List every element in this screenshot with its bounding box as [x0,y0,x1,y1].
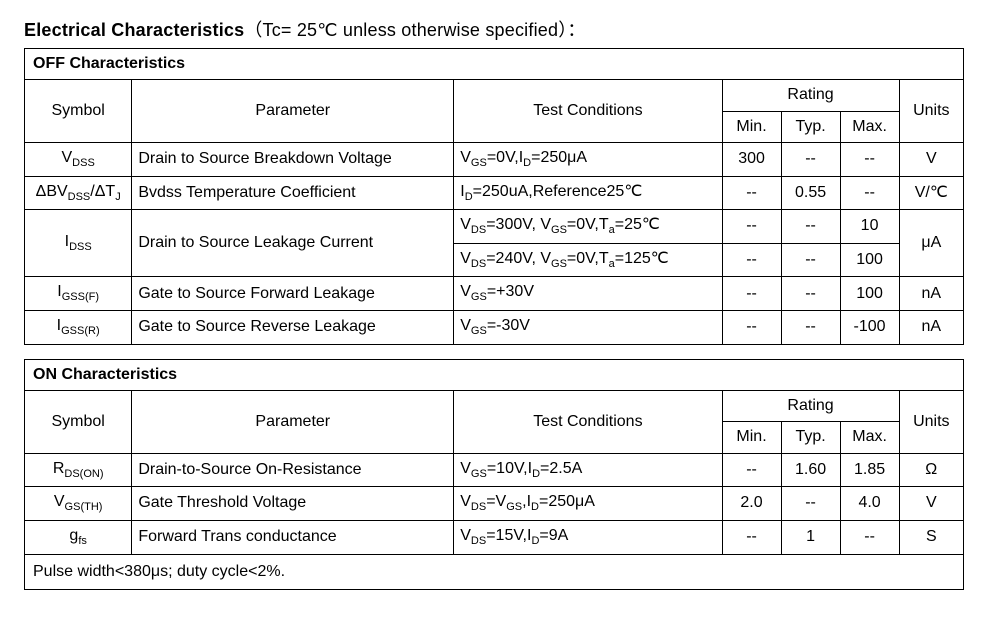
unit-igssr: nA [899,311,963,345]
max-igssr: -100 [840,311,899,345]
table-row: VGS(TH) Gate Threshold Voltage VDS=VGS,I… [25,487,964,521]
off-characteristics-table: OFF Characteristics Symbol Parameter Tes… [24,48,964,345]
typ-idss-2: -- [781,243,840,277]
sym-igssr: IGSS(R) [25,311,132,345]
typ-igssf: -- [781,277,840,311]
footnote-text: Pulse width<380μs; duty cycle<2%. [25,554,964,589]
unit-vgsth: V [899,487,963,521]
hdr-max: Max. [840,111,899,142]
hdr-test-conditions: Test Conditions [454,391,722,454]
max-dbv: -- [840,176,899,210]
table-row: IDSS Drain to Source Leakage Current VDS… [25,210,964,244]
min-gfs: -- [722,520,781,554]
max-gfs: -- [840,520,899,554]
table-row: ΔBVDSS/ΔTJ Bvdss Temperature Coefficient… [25,176,964,210]
param-vdss: Drain to Source Breakdown Voltage [132,143,454,177]
sym-idss: IDSS [25,210,132,277]
unit-dbv: V/℃ [899,176,963,210]
hdr-units: Units [899,391,963,454]
param-igssr: Gate to Source Reverse Leakage [132,311,454,345]
min-idss-2: -- [722,243,781,277]
table-row: RDS(ON) Drain-to-Source On-Resistance VG… [25,453,964,487]
unit-rds: Ω [899,453,963,487]
max-vdss: -- [840,143,899,177]
sym-dbv: ΔBVDSS/ΔTJ [25,176,132,210]
on-characteristics-table: ON Characteristics Symbol Parameter Test… [24,359,964,590]
typ-gfs: 1 [781,520,840,554]
footnote-row: Pulse width<380μs; duty cycle<2%. [25,554,964,589]
min-idss-1: -- [722,210,781,244]
hdr-parameter: Parameter [132,391,454,454]
typ-dbv: 0.55 [781,176,840,210]
min-dbv: -- [722,176,781,210]
sym-rds: RDS(ON) [25,453,132,487]
param-gfs: Forward Trans conductance [132,520,454,554]
page-title: Electrical Characteristics（Tc= 25℃ unles… [24,16,960,42]
cond-idss-2: VDS=240V, VGS=0V,Ta=125℃ [454,243,722,277]
title-colon: ： [567,20,585,40]
param-vgsth: Gate Threshold Voltage [132,487,454,521]
on-section-header: ON Characteristics [25,359,964,390]
unit-idss: μA [899,210,963,277]
sym-igssf: IGSS(F) [25,277,132,311]
typ-vgsth: -- [781,487,840,521]
cond-dbv: ID=250uA,Reference25℃ [454,176,722,210]
min-igssf: -- [722,277,781,311]
title-cond: （Tc= 25℃ unless otherwise specified） [244,20,567,40]
table-row: gfs Forward Trans conductance VDS=15V,ID… [25,520,964,554]
hdr-test-conditions: Test Conditions [454,80,722,143]
unit-igssf: nA [899,277,963,311]
off-section-header: OFF Characteristics [25,49,964,80]
hdr-min: Min. [722,111,781,142]
cond-igssr: VGS=-30V [454,311,722,345]
hdr-symbol: Symbol [25,80,132,143]
hdr-typ: Typ. [781,422,840,453]
typ-igssr: -- [781,311,840,345]
unit-gfs: S [899,520,963,554]
hdr-max: Max. [840,422,899,453]
param-dbv: Bvdss Temperature Coefficient [132,176,454,210]
max-vgsth: 4.0 [840,487,899,521]
max-idss-2: 100 [840,243,899,277]
unit-vdss: V [899,143,963,177]
min-rds: -- [722,453,781,487]
max-idss-1: 10 [840,210,899,244]
param-rds: Drain-to-Source On-Resistance [132,453,454,487]
hdr-units: Units [899,80,963,143]
typ-idss-1: -- [781,210,840,244]
typ-rds: 1.60 [781,453,840,487]
hdr-typ: Typ. [781,111,840,142]
sym-vgsth: VGS(TH) [25,487,132,521]
table-row: IGSS(F) Gate to Source Forward Leakage V… [25,277,964,311]
hdr-parameter: Parameter [132,80,454,143]
hdr-rating: Rating [722,391,899,422]
min-vdss: 300 [722,143,781,177]
cond-gfs: VDS=15V,ID=9A [454,520,722,554]
typ-vdss: -- [781,143,840,177]
sym-vdss: VDSS [25,143,132,177]
max-rds: 1.85 [840,453,899,487]
cond-vgsth: VDS=VGS,ID=250μA [454,487,722,521]
title-main: Electrical Characteristics [24,20,244,40]
param-idss: Drain to Source Leakage Current [132,210,454,277]
cond-vdss: VGS=0V,ID=250μA [454,143,722,177]
hdr-rating: Rating [722,80,899,111]
cond-idss-1: VDS=300V, VGS=0V,Ta=25℃ [454,210,722,244]
min-vgsth: 2.0 [722,487,781,521]
hdr-min: Min. [722,422,781,453]
cond-rds: VGS=10V,ID=2.5A [454,453,722,487]
param-igssf: Gate to Source Forward Leakage [132,277,454,311]
max-igssf: 100 [840,277,899,311]
table-row: VDSS Drain to Source Breakdown Voltage V… [25,143,964,177]
min-igssr: -- [722,311,781,345]
hdr-symbol: Symbol [25,391,132,454]
table-row: IGSS(R) Gate to Source Reverse Leakage V… [25,311,964,345]
sym-gfs: gfs [25,520,132,554]
cond-igssf: VGS=+30V [454,277,722,311]
